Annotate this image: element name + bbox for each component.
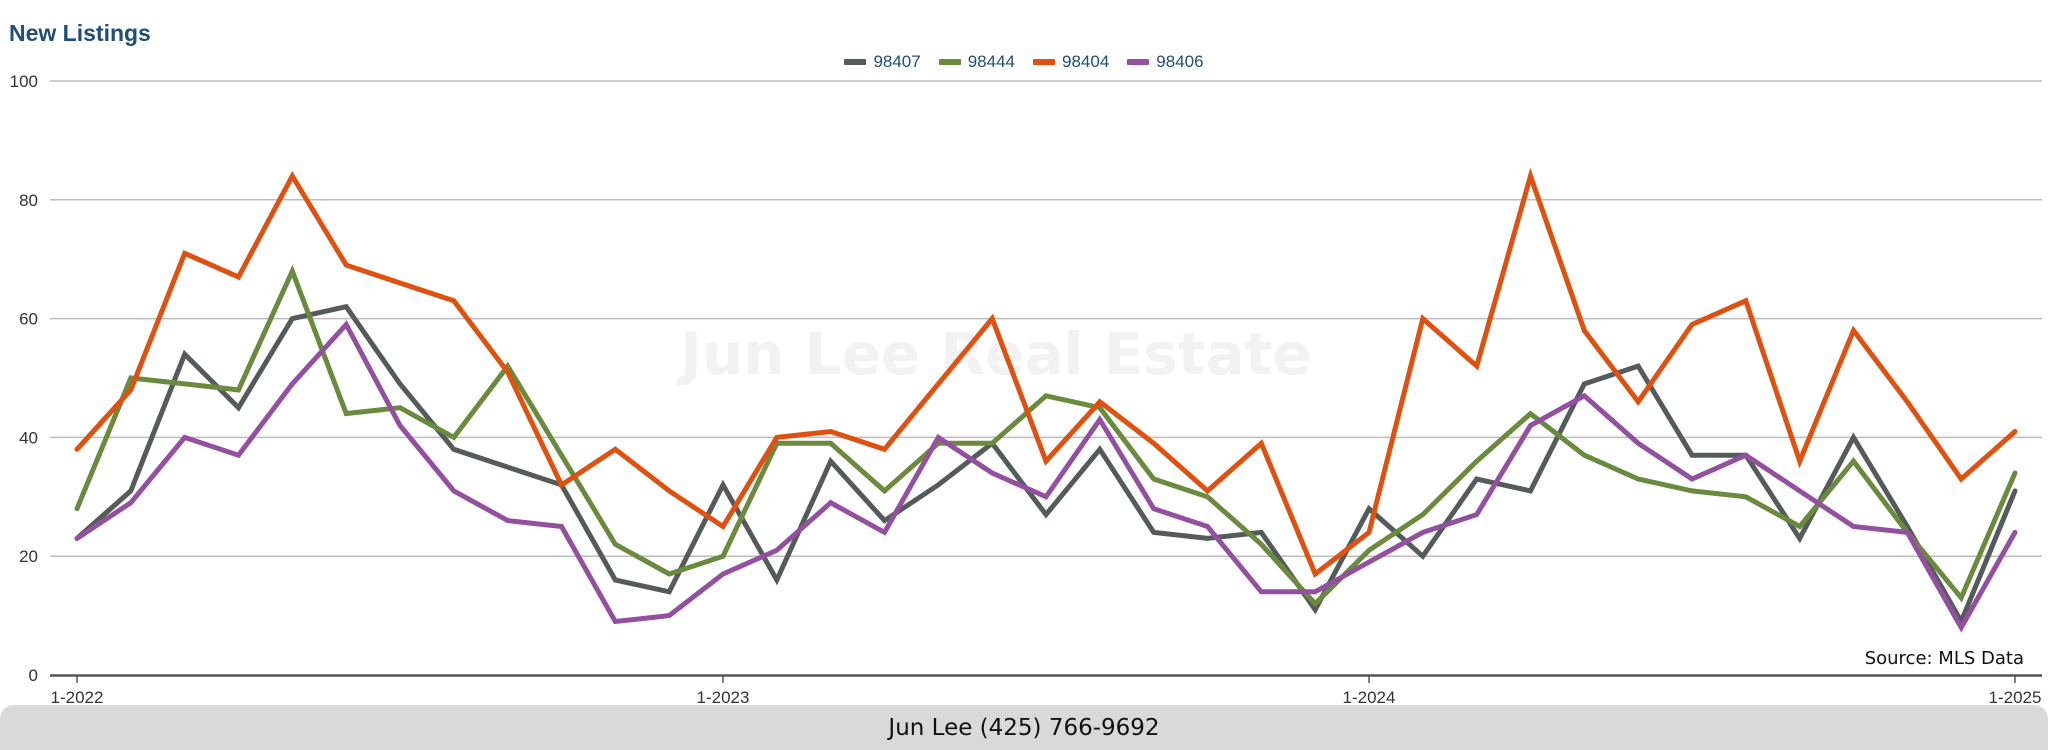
x-tick-label: 1-2025 [1989,688,2042,705]
legend: 98407 98444 98404 98406 [0,52,2048,72]
legend-label-98407: 98407 [873,52,921,71]
y-axis: 0 20 40 60 80 100 [10,72,38,685]
chart-title: New Listings [9,20,151,46]
x-tick-label: 1-2023 [697,688,750,705]
legend-swatch-98404 [1033,59,1055,65]
legend-swatch-98444 [938,59,961,65]
x-axis: 1-2022 1-2023 1-2024 1-2025 [50,674,2042,705]
y-tick-label: 40 [19,428,38,447]
series-lines [74,167,2018,633]
legend-swatch-98406 [1127,59,1150,65]
legend-label-98406: 98406 [1156,52,1204,71]
y-tick-label: 100 [10,72,38,91]
footer-contact: Jun Lee (425) 766-9692 [888,714,1160,741]
legend-item-98407[interactable]: 98407 [844,52,921,72]
gridlines [50,80,2042,557]
y-tick-label: 20 [19,547,38,566]
series-line-98444 [74,264,2018,608]
legend-label-98444: 98444 [967,52,1015,71]
watermark: Jun Lee Real Estate [676,320,1311,388]
legend-label-98404: 98404 [1062,52,1110,71]
y-tick-label: 80 [19,191,38,210]
legend-item-98406[interactable]: 98406 [1127,52,1204,72]
x-tick-label: 1-2024 [1343,688,1396,705]
legend-swatch-98407 [844,59,867,65]
legend-item-98404[interactable]: 98404 [1033,52,1109,72]
series-line-98406 [74,320,2018,633]
footer-bar: Jun Lee (425) 766-9692 [0,705,2048,750]
source-note: Source: MLS Data [1864,648,2024,669]
series-line-98407 [74,303,2018,628]
x-tick-label: 1-2022 [51,688,104,705]
y-tick-label: 60 [19,310,38,329]
series-line-98404 [74,167,2018,578]
legend-item-98444[interactable]: 98444 [938,52,1015,72]
y-tick-label: 0 [29,666,38,685]
